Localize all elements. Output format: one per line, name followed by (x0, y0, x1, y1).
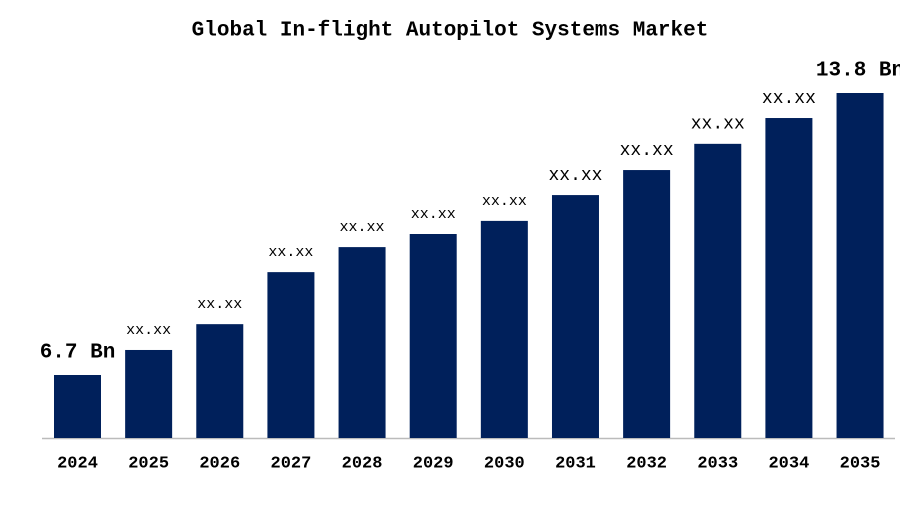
bar (54, 375, 101, 438)
bar (623, 170, 671, 438)
x-tick-label: 2028 (342, 454, 383, 473)
value-label: xx.xx (482, 193, 527, 210)
value-label: xx.xx (548, 166, 602, 186)
x-tick-label: 2035 (840, 454, 881, 473)
bar (480, 220, 528, 438)
value-label: 6.7 Bn (40, 342, 116, 365)
chart-title: Global In-flight Autopilot Systems Marke… (192, 20, 709, 43)
bar (409, 234, 457, 438)
value-label: xx.xx (762, 89, 816, 109)
value-label: xx.xx (268, 244, 313, 261)
x-tick-label: 2024 (57, 454, 98, 473)
bar (125, 349, 173, 438)
bar (694, 143, 742, 439)
bar (836, 93, 884, 438)
x-tick-label: 2030 (484, 454, 525, 473)
bar (765, 118, 813, 439)
bar (196, 324, 244, 438)
value-label: xx.xx (126, 322, 171, 339)
x-tick-label: 2029 (413, 454, 454, 473)
bar (338, 247, 386, 438)
bar (551, 195, 599, 438)
bar (267, 272, 315, 438)
x-tick-label: 2025 (128, 454, 169, 473)
value-label: xx.xx (691, 115, 745, 135)
x-tick-label: 2026 (199, 454, 240, 473)
value-label: xx.xx (620, 141, 674, 161)
value-label: xx.xx (340, 219, 385, 236)
x-tick-label: 2032 (626, 454, 667, 473)
x-tick-label: 2034 (768, 454, 809, 473)
x-tick-label: 2031 (555, 454, 596, 473)
x-tick-label: 2033 (697, 454, 738, 473)
value-label: xx.xx (197, 296, 242, 313)
value-label: 13.8 Bn (816, 60, 900, 83)
value-label: xx.xx (411, 206, 456, 223)
x-tick-label: 2027 (271, 454, 312, 473)
